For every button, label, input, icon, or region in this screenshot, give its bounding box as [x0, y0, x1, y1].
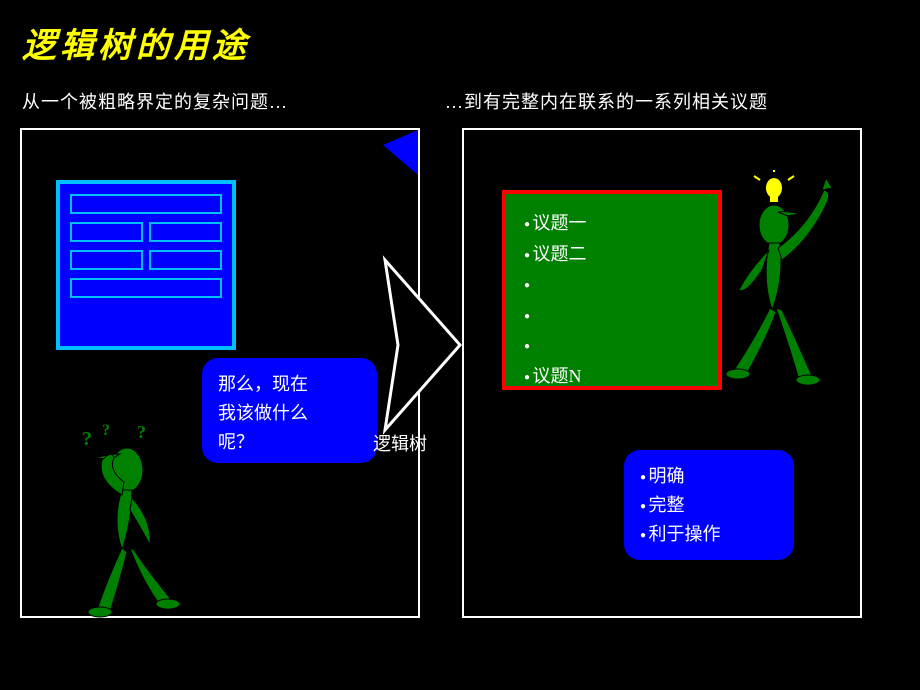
arrow-label: 逻辑树 — [373, 430, 427, 456]
clarity-speech-bubble: 明确 完整 利于操作 — [624, 450, 794, 560]
confused-figure-icon: ? ? ? — [42, 420, 222, 620]
issue-item — [524, 330, 700, 361]
subtitle-left: 从一个被粗略界定的复杂问题… — [22, 88, 288, 114]
benefit-item: 完整 — [640, 491, 778, 520]
vague-problem-box — [56, 180, 236, 350]
benefit-item: 利于操作 — [640, 520, 778, 549]
panel-after: 议题一 议题二 议题N 明确 完整 利于操作 — [462, 128, 862, 618]
issue-item — [524, 300, 700, 331]
speech-line: 呢？ — [218, 428, 361, 457]
speech-line: 我该做什么 — [218, 399, 361, 428]
issues-list-box: 议题一 议题二 议题N — [502, 190, 722, 390]
issue-item: 议题一 — [524, 208, 700, 239]
idea-figure-icon — [714, 170, 874, 390]
subtitle-right: …到有完整内在联系的一系列相关议题 — [445, 88, 768, 114]
benefit-item: 明确 — [640, 462, 778, 491]
confused-speech-bubble: 那么，现在 我该做什么 呢？ — [202, 358, 377, 463]
issue-item — [524, 269, 700, 300]
issue-item: 议题N — [524, 361, 700, 392]
speech-line: 那么，现在 — [218, 370, 361, 399]
svg-text:?: ? — [102, 422, 110, 439]
svg-text:?: ? — [82, 428, 92, 450]
issue-item: 议题二 — [524, 239, 700, 270]
slide-title: 逻辑树的用途 — [22, 18, 250, 67]
svg-text:?: ? — [137, 422, 146, 442]
panel-before: 那么，现在 我该做什么 呢？ ? ? ? — [20, 128, 420, 618]
speech-tail-left — [22, 130, 418, 175]
